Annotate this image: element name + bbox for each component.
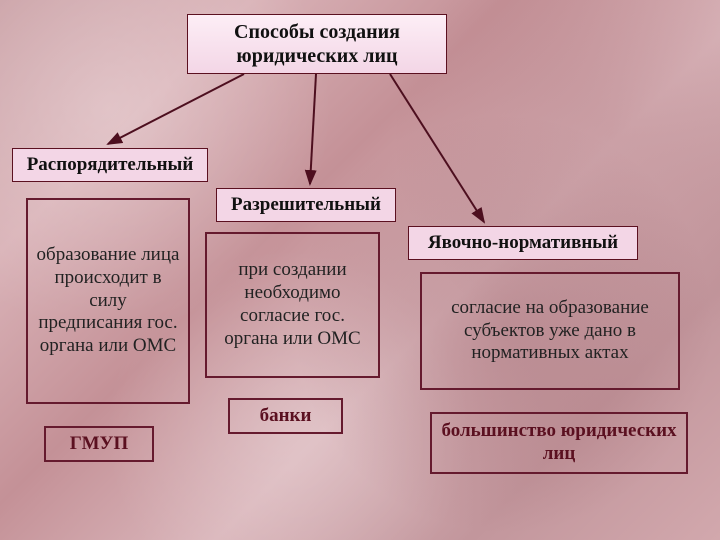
arrow-3 bbox=[390, 74, 484, 222]
branch-head-3-text: Явочно-нормативный bbox=[428, 232, 618, 255]
branch-desc-3: согласие на образование субъектов уже да… bbox=[420, 272, 680, 390]
arrow-2 bbox=[310, 74, 316, 184]
branch-desc-2: при создании необходимо согласие гос. ор… bbox=[205, 232, 380, 378]
title-box: Способы создания юридических лиц bbox=[187, 14, 447, 74]
branch-example-1: ГМУП bbox=[44, 426, 154, 462]
branch-example-3-text: большинство юридических лиц bbox=[440, 420, 678, 466]
branch-head-1-text: Распорядительный bbox=[27, 154, 194, 177]
title-text: Способы создания юридических лиц bbox=[196, 20, 438, 68]
branch-example-1-text: ГМУП bbox=[70, 433, 129, 456]
branch-desc-1-text: образование лица происходит в силу предп… bbox=[36, 244, 180, 358]
branch-desc-2-text: при создании необходимо согласие гос. ор… bbox=[215, 259, 370, 350]
diagram-stage: Способы создания юридических лиц Распоря… bbox=[0, 0, 720, 540]
branch-example-3: большинство юридических лиц bbox=[430, 412, 688, 474]
branch-desc-1: образование лица происходит в силу предп… bbox=[26, 198, 190, 404]
branch-head-2-text: Разрешительный bbox=[231, 194, 381, 217]
branch-head-3: Явочно-нормативный bbox=[408, 226, 638, 260]
branch-example-2-text: банки bbox=[260, 405, 312, 428]
branch-desc-3-text: согласие на образование субъектов уже да… bbox=[430, 297, 670, 365]
branch-head-1: Распорядительный bbox=[12, 148, 208, 182]
branch-head-2: Разрешительный bbox=[216, 188, 396, 222]
branch-example-2: банки bbox=[228, 398, 343, 434]
arrow-1 bbox=[108, 74, 244, 144]
